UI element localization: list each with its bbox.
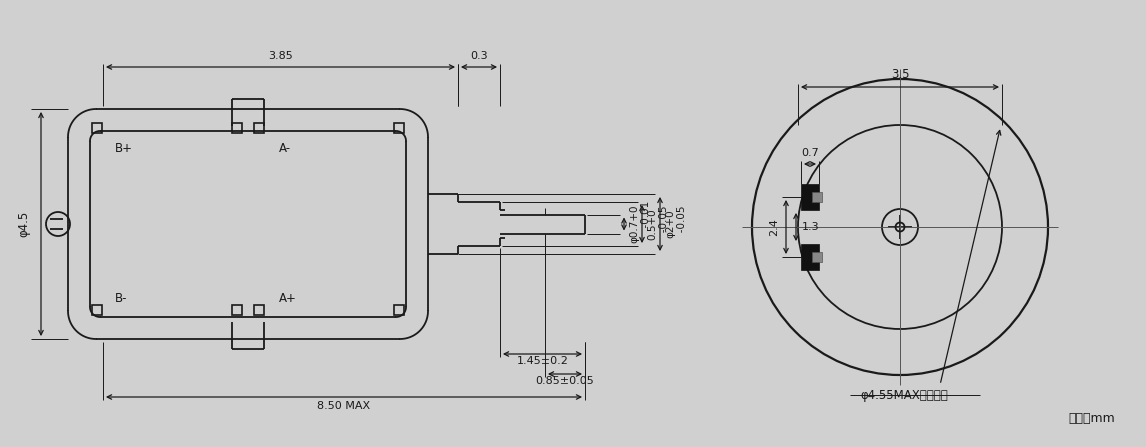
Text: 3.5: 3.5 bbox=[890, 68, 909, 81]
Polygon shape bbox=[813, 252, 822, 262]
Text: 8.50 MAX: 8.50 MAX bbox=[317, 401, 370, 411]
Polygon shape bbox=[801, 244, 819, 270]
Text: A+: A+ bbox=[278, 292, 297, 305]
Text: 0.7: 0.7 bbox=[801, 148, 819, 158]
Text: B+: B+ bbox=[115, 143, 133, 156]
Text: 2.4: 2.4 bbox=[769, 218, 779, 236]
Text: 1.3: 1.3 bbox=[802, 222, 819, 232]
Polygon shape bbox=[801, 184, 819, 210]
Text: 单位：mm: 单位：mm bbox=[1068, 412, 1115, 425]
Text: 0.3: 0.3 bbox=[470, 51, 488, 61]
Text: φ4.5: φ4.5 bbox=[17, 211, 31, 237]
Text: B-: B- bbox=[115, 292, 127, 305]
Text: 0.5+0
   -0.05: 0.5+0 -0.05 bbox=[647, 206, 669, 242]
Text: φ2+0
   -0.05: φ2+0 -0.05 bbox=[665, 206, 686, 242]
Text: 0.85±0.05: 0.85±0.05 bbox=[535, 376, 595, 386]
Text: φ0.7+0
      -0.01: φ0.7+0 -0.01 bbox=[629, 201, 651, 247]
Text: φ4.55MAX包括焊点: φ4.55MAX包括焊点 bbox=[860, 388, 948, 401]
Text: A-: A- bbox=[278, 143, 291, 156]
Text: 3.85: 3.85 bbox=[268, 51, 293, 61]
Polygon shape bbox=[813, 192, 822, 202]
Text: 1.45±0.2: 1.45±0.2 bbox=[517, 356, 568, 366]
